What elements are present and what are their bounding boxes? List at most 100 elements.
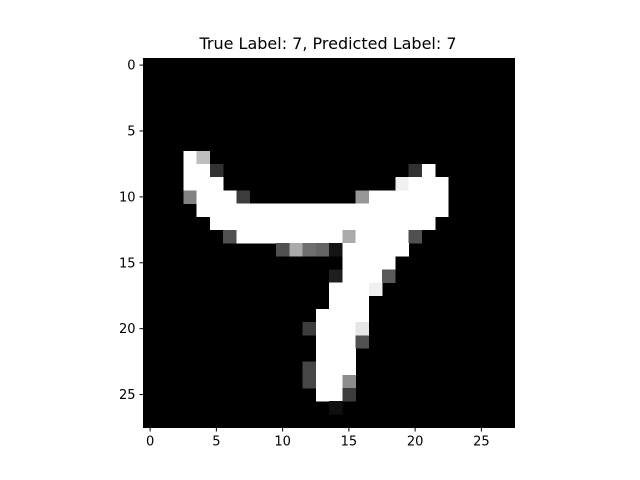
heatmap-cell [421, 216, 436, 231]
heatmap-cell [421, 177, 436, 191]
y-tick-label: 0 [127, 59, 135, 74]
heatmap-cell [315, 387, 330, 402]
heatmap-cell [289, 216, 303, 231]
heatmap-cell [368, 243, 383, 257]
heatmap-cell [395, 216, 409, 231]
heatmap-cell [329, 335, 343, 349]
chart-title: True Label: 7, Predicted Label: 7 [198, 34, 456, 53]
heatmap-cell [209, 216, 224, 231]
heatmap-cell [421, 163, 436, 178]
x-tick-label: 25 [473, 435, 490, 450]
heatmap-cell [315, 348, 330, 362]
heatmap-cell [355, 282, 370, 297]
heatmap-cell [395, 243, 409, 257]
heatmap-cell [209, 177, 224, 191]
y-tick-label: 5 [127, 124, 135, 139]
heatmap-cell [355, 203, 370, 217]
x-tick-label: 20 [407, 435, 424, 450]
heatmap-cell [342, 216, 356, 231]
heatmap-cell [435, 177, 449, 191]
heatmap-cell [368, 203, 383, 217]
heatmap-cell [329, 387, 343, 402]
heatmap-cell [355, 335, 370, 349]
heatmap-cell [329, 203, 343, 217]
heatmap-cell [408, 177, 423, 191]
heatmap-cell [329, 243, 343, 257]
heatmap-cell [262, 216, 277, 231]
x-axis: 0 5 10 15 20 25 [146, 427, 490, 450]
heatmap-cell [382, 216, 396, 231]
heatmap-cell [289, 203, 303, 217]
heatmap-cell [329, 361, 343, 376]
x-tick-label: 5 [212, 435, 220, 450]
heatmap-cell [262, 203, 277, 217]
heatmap-cell [196, 163, 211, 178]
heatmap-cell [329, 216, 343, 231]
heatmap-cell [196, 150, 211, 165]
heatmap-cell [302, 229, 317, 244]
heatmap-cell [342, 308, 356, 323]
heatmap-cell [355, 229, 370, 244]
heatmap-cell [382, 256, 396, 270]
heatmap-cell [342, 243, 356, 257]
heatmap-cell [209, 203, 224, 217]
heatmap-cell [223, 216, 237, 231]
heatmap-cell [329, 374, 343, 389]
heatmap-cell [382, 229, 396, 244]
heatmap-cell [183, 190, 197, 204]
axes-frame [143, 58, 515, 428]
heatmap-cell [302, 216, 317, 231]
heatmap-cell [342, 374, 356, 389]
heatmap-cell [408, 203, 423, 217]
heatmap-cell [355, 322, 370, 336]
heatmap-cell [395, 190, 409, 204]
heatmap-cell [408, 190, 423, 204]
heatmap-cell [249, 203, 264, 217]
heatmap-cell [315, 216, 330, 231]
heatmap-cell [395, 203, 409, 217]
heatmap-cell [262, 229, 277, 244]
heatmap-cell [236, 190, 250, 204]
heatmap-cell [421, 190, 436, 204]
heatmap-cell [315, 322, 330, 336]
x-tick-label: 0 [146, 435, 154, 450]
heatmap-cell [395, 177, 409, 191]
heatmap-cell [209, 190, 224, 204]
heatmap-cell [302, 374, 317, 389]
heatmap-image [143, 58, 515, 428]
heatmap-cell [408, 216, 423, 231]
heatmap-cell [355, 256, 370, 270]
heatmap-cell [289, 243, 303, 257]
heatmap-cell [382, 190, 396, 204]
x-tick-label: 15 [341, 435, 358, 450]
heatmap-cell [329, 282, 343, 297]
heatmap-cell [342, 348, 356, 362]
heatmap-cell [183, 177, 197, 191]
heatmap-cell [408, 229, 423, 244]
heatmap-cell [276, 203, 290, 217]
heatmap-cell [196, 203, 211, 217]
y-tick-label: 20 [119, 322, 136, 337]
heatmap-cell [368, 269, 383, 283]
heatmap-cell [196, 190, 211, 204]
heatmap-cell [315, 243, 330, 257]
heatmap-cell [368, 216, 383, 231]
heatmap-cell [355, 243, 370, 257]
heatmap-cell [315, 203, 330, 217]
heatmap-cell [223, 190, 237, 204]
heatmap-cell [342, 322, 356, 336]
heatmap-cell [368, 229, 383, 244]
heatmap-cell [329, 322, 343, 336]
heatmap-cell [355, 190, 370, 204]
heatmap-cell [183, 163, 197, 178]
heatmap-cell [329, 295, 343, 310]
y-tick-label: 25 [119, 388, 136, 403]
y-tick-label: 10 [119, 190, 136, 205]
heatmap-cell [355, 308, 370, 323]
x-tick-label: 10 [274, 435, 291, 450]
heatmap-cell [249, 229, 264, 244]
heatmap-cell [382, 243, 396, 257]
heatmap-cell [315, 374, 330, 389]
heatmap-cell [342, 361, 356, 376]
heatmap-cell [276, 216, 290, 231]
